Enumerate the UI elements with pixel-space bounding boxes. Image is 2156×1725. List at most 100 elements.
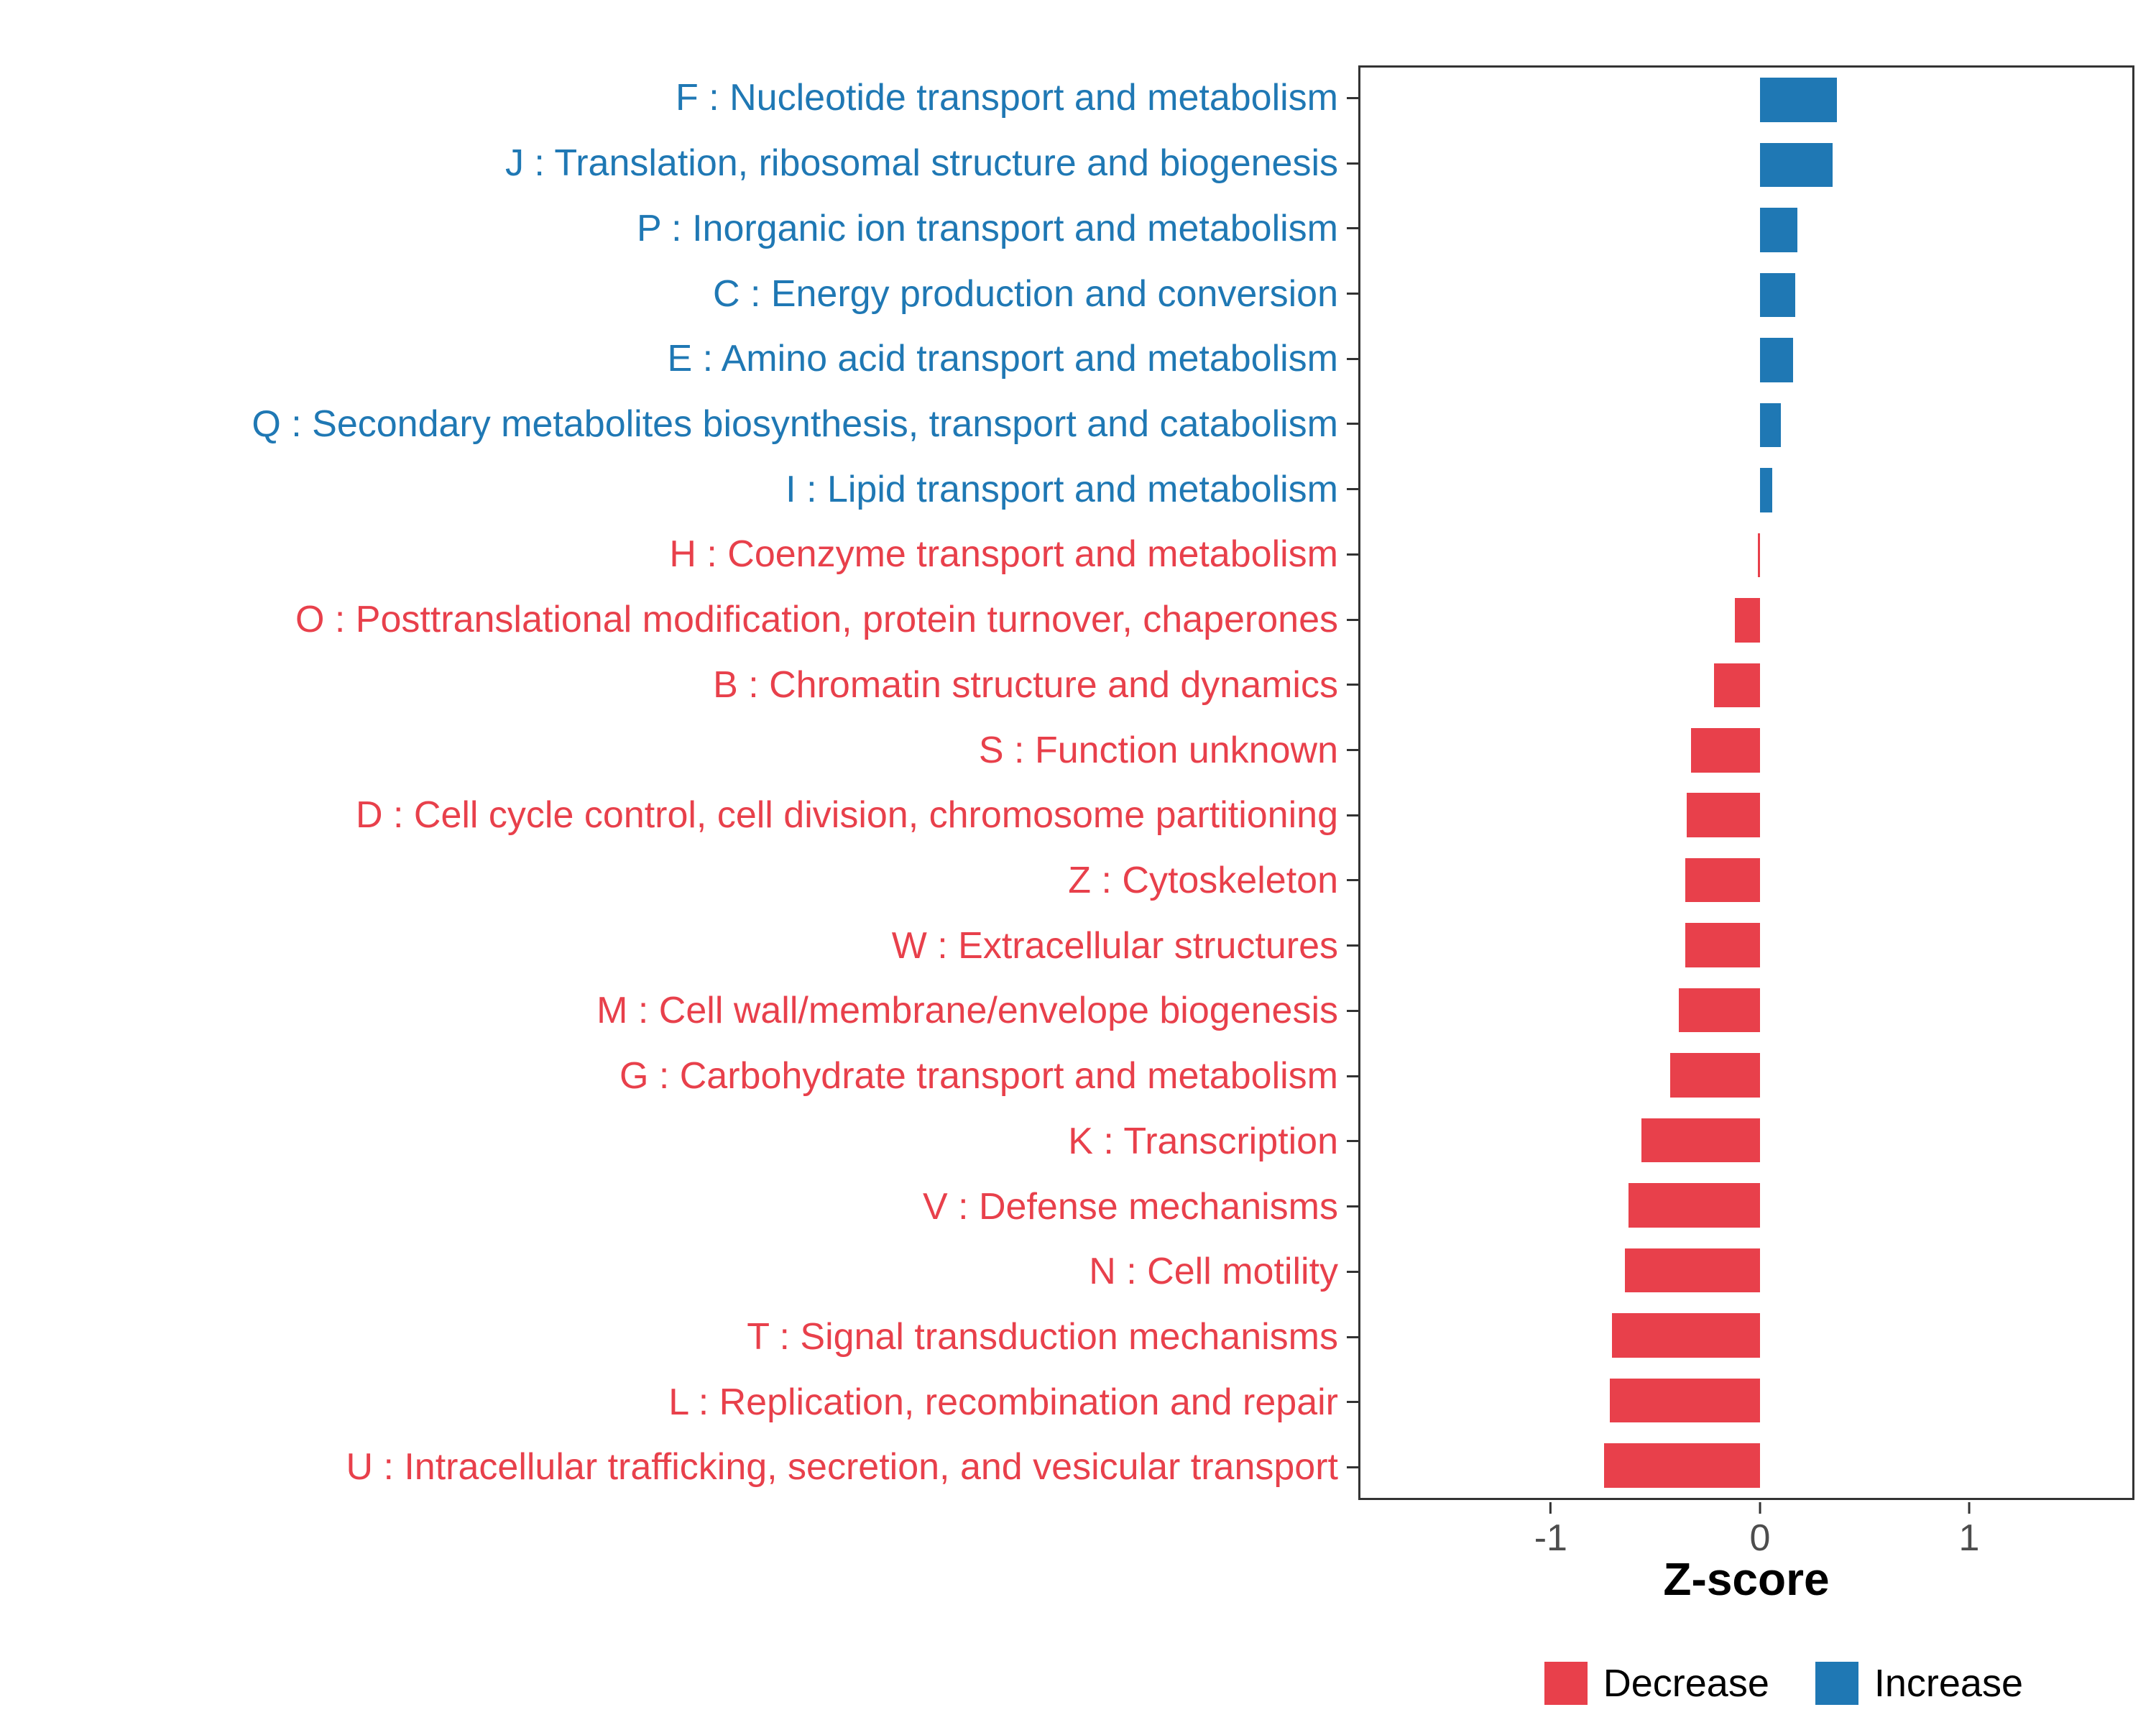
x-axis-title: Z-score <box>1663 1553 1830 1605</box>
category-row: V : Defense mechanisms <box>0 1174 1358 1239</box>
y-axis-labels: F : Nucleotide transport and metabolism J… <box>0 65 1358 1500</box>
x-tick-mark <box>1759 1502 1761 1514</box>
y-axis-tick <box>1347 749 1358 752</box>
category-label: B : Chromatin structure and dynamics <box>713 663 1338 706</box>
category-label: F : Nucleotide transport and metabolism <box>676 77 1338 119</box>
bar-decrease <box>1685 857 1760 903</box>
bar-decrease <box>1612 1313 1760 1358</box>
y-axis-tick <box>1347 1270 1358 1273</box>
y-axis-tick <box>1347 1075 1358 1077</box>
category-label: W : Extracellular structures <box>891 924 1338 967</box>
bar-decrease <box>1714 663 1760 708</box>
x-tick-mark <box>1968 1502 1971 1514</box>
bar-decrease <box>1610 1378 1760 1423</box>
y-axis-tick <box>1347 162 1358 165</box>
x-tick-mark <box>1549 1502 1552 1514</box>
category-row: F : Nucleotide transport and metabolism <box>0 65 1358 131</box>
y-axis-tick <box>1347 1335 1358 1338</box>
bar-decrease <box>1628 1183 1760 1228</box>
x-axis-tick: 0 <box>1749 1502 1770 1557</box>
category-row: C : Energy production and conversion <box>0 261 1358 326</box>
bar-decrease <box>1757 533 1760 578</box>
bar-increase <box>1759 468 1773 512</box>
y-axis-tick <box>1347 488 1358 491</box>
y-axis-tick <box>1347 553 1358 556</box>
category-label: Z : Cytoskeleton <box>1068 859 1338 901</box>
y-axis-tick <box>1347 879 1358 882</box>
legend-item-increase: Increase <box>1815 1662 2023 1705</box>
category-label: M : Cell wall/membrane/envelope biogenes… <box>596 990 1338 1032</box>
category-row: W : Extracellular structures <box>0 913 1358 978</box>
x-tick-label: 0 <box>1749 1517 1771 1559</box>
y-axis-tick <box>1347 227 1358 230</box>
category-row: O : Posttranslational modification, prot… <box>0 587 1358 653</box>
category-row: U : Intracellular trafficking, secretion… <box>0 1435 1358 1500</box>
category-row: Z : Cytoskeleton <box>0 848 1358 914</box>
increase-color-swatch <box>1815 1662 1858 1705</box>
category-label: P : Inorganic ion transport and metaboli… <box>636 207 1338 249</box>
category-row: E : Amino acid transport and metabolism <box>0 326 1358 392</box>
category-row: M : Cell wall/membrane/envelope biogenes… <box>0 978 1358 1044</box>
legend-item-decrease: Decrease <box>1544 1662 1769 1705</box>
category-label: T : Signal transduction mechanisms <box>747 1316 1338 1358</box>
bar-decrease <box>1624 1248 1760 1293</box>
category-label: D : Cell cycle control, cell division, c… <box>356 794 1338 837</box>
category-label: K : Transcription <box>1068 1120 1338 1162</box>
bar-increase <box>1759 78 1837 122</box>
plot-panel <box>1358 65 2134 1500</box>
category-label: J : Translation, ribosomal structure and… <box>505 142 1338 185</box>
category-label: O : Posttranslational modification, prot… <box>295 599 1338 641</box>
y-axis-tick <box>1347 1009 1358 1012</box>
y-axis-tick <box>1347 1466 1358 1468</box>
y-axis-tick <box>1347 1205 1358 1208</box>
category-row: G : Carbohydrate transport and metabolis… <box>0 1044 1358 1109</box>
category-row: I : Lipid transport and metabolism <box>0 456 1358 522</box>
category-label: H : Coenzyme transport and metabolism <box>669 533 1338 576</box>
bar-decrease <box>1670 1053 1760 1098</box>
y-axis-tick <box>1347 423 1358 426</box>
bar-increase <box>1759 402 1781 448</box>
y-axis-tick <box>1347 357 1358 360</box>
category-label: E : Amino acid transport and metabolism <box>667 338 1338 380</box>
y-axis-tick <box>1347 618 1358 621</box>
category-label: S : Function unknown <box>978 729 1338 771</box>
y-axis-tick <box>1347 814 1358 816</box>
category-row: J : Translation, ribosomal structure and… <box>0 131 1358 196</box>
category-label: L : Replication, recombination and repai… <box>668 1381 1338 1423</box>
bar-increase <box>1759 142 1833 188</box>
category-row: L : Replication, recombination and repai… <box>0 1369 1358 1435</box>
x-tick-label: -1 <box>1534 1517 1567 1559</box>
y-axis-tick <box>1347 944 1358 947</box>
bar-increase <box>1759 272 1796 318</box>
legend-label-increase: Increase <box>1874 1662 2023 1705</box>
x-axis: -1 0 1 <box>1358 1502 2134 1574</box>
legend-label-decrease: Decrease <box>1603 1662 1769 1705</box>
category-row: D : Cell cycle control, cell division, c… <box>0 783 1358 848</box>
y-axis-tick <box>1347 1401 1358 1404</box>
category-label: Q : Secondary metabolites biosynthesis, … <box>252 402 1338 445</box>
bar-decrease <box>1691 728 1760 773</box>
y-axis-tick <box>1347 293 1358 295</box>
category-row: K : Transcription <box>0 1109 1358 1174</box>
bar-decrease <box>1687 793 1760 837</box>
category-label: G : Carbohydrate transport and metabolis… <box>619 1055 1338 1098</box>
bar-decrease <box>1678 988 1760 1033</box>
bar-decrease <box>1603 1443 1760 1488</box>
category-row: P : Inorganic ion transport and metaboli… <box>0 196 1358 261</box>
category-row: Q : Secondary metabolites biosynthesis, … <box>0 392 1358 457</box>
category-label: I : Lipid transport and metabolism <box>786 468 1338 510</box>
x-tick-label: 1 <box>1958 1517 1980 1559</box>
x-axis-tick: -1 <box>1534 1502 1567 1557</box>
bar-decrease <box>1641 1118 1760 1163</box>
x-axis-tick: 1 <box>1958 1502 1980 1559</box>
category-row: H : Coenzyme transport and metabolism <box>0 522 1358 587</box>
legend: Decrease Increase <box>1544 1662 2023 1705</box>
bar-decrease <box>1685 923 1760 967</box>
category-row: B : Chromatin structure and dynamics <box>0 652 1358 717</box>
category-row: S : Function unknown <box>0 717 1358 783</box>
category-label: C : Energy production and conversion <box>712 272 1338 315</box>
category-label: V : Defense mechanisms <box>922 1185 1338 1228</box>
bar-increase <box>1759 208 1797 252</box>
bar-decrease <box>1735 598 1760 643</box>
